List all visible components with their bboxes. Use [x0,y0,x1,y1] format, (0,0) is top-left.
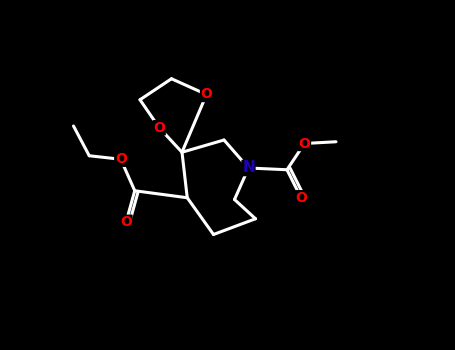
Text: O: O [120,215,132,229]
Text: O: O [153,121,165,135]
Text: O: O [201,88,212,102]
Text: O: O [298,136,310,150]
Text: N: N [242,161,255,175]
Text: O: O [115,152,126,166]
Text: O: O [295,191,307,205]
